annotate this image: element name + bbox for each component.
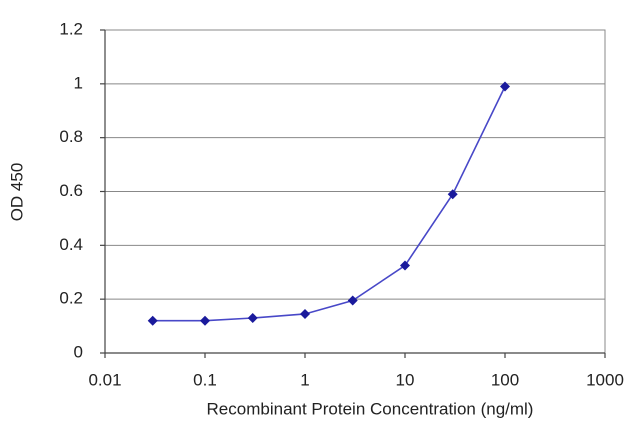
y-tick-label: 0.6 bbox=[59, 181, 83, 200]
data-point bbox=[400, 260, 410, 271]
y-tick-label: 0.4 bbox=[59, 235, 83, 254]
x-tick-label: 10 bbox=[396, 370, 415, 389]
data-point bbox=[347, 295, 358, 306]
y-axis-title: OD 450 bbox=[7, 163, 26, 222]
x-tick-label: 1 bbox=[300, 370, 309, 389]
x-tick-label: 0.1 bbox=[193, 370, 217, 389]
data-point bbox=[200, 315, 210, 326]
data-line bbox=[152, 86, 506, 322]
data-point bbox=[147, 315, 158, 326]
data-point bbox=[247, 313, 258, 324]
data-point bbox=[447, 189, 458, 200]
x-tick-label: 0.01 bbox=[88, 370, 121, 389]
y-tick-label: 0.2 bbox=[59, 289, 83, 308]
y-tick-label: 0.8 bbox=[59, 127, 83, 146]
x-tick-label: 100 bbox=[491, 370, 519, 389]
y-tick-label: 1.2 bbox=[59, 19, 83, 38]
x-axis-title: Recombinant Protein Concentration (ng/ml… bbox=[207, 399, 534, 418]
y-tick-label: 1 bbox=[74, 73, 83, 92]
y-tick-label: 0 bbox=[74, 342, 83, 361]
x-tick-label: 1000 bbox=[586, 370, 624, 389]
data-point bbox=[300, 308, 310, 319]
data-point bbox=[500, 81, 510, 92]
